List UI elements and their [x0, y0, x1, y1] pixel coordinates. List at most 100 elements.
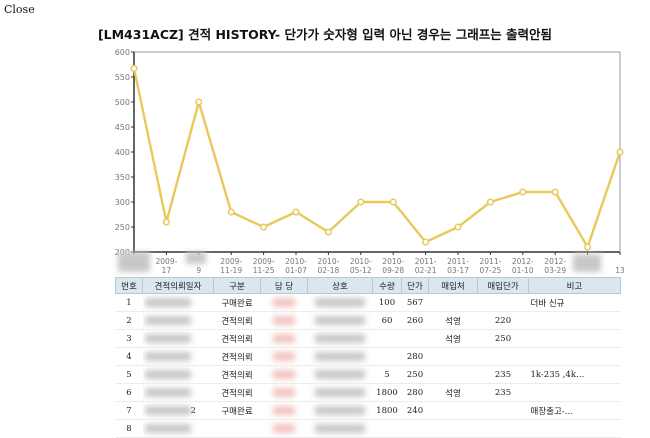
x-tick-label: 13: [615, 266, 625, 275]
history-line-chart: 6005505004504003503002502002009-1792009-…: [115, 48, 625, 275]
redacted-text: [273, 405, 295, 415]
x-tick-label: 02-21: [415, 266, 437, 275]
blurred-xlabel: [573, 254, 601, 272]
data-point: [130, 64, 138, 73]
data-point: [195, 98, 203, 106]
x-tick-label: 2010-: [350, 257, 372, 266]
blurred-xlabel: [118, 252, 150, 272]
data-point: [551, 188, 559, 196]
data-point: [162, 218, 170, 226]
data-point: [227, 208, 235, 216]
table-cell: 567: [401, 293, 429, 312]
table-cell: [528, 347, 621, 366]
data-point: [357, 198, 365, 206]
table-cell: [142, 293, 214, 312]
redacted-text: [144, 351, 191, 361]
x-tick-label: 2009-: [220, 257, 242, 266]
table-cell: 석영: [428, 329, 478, 348]
table-cell: 더바 신규: [528, 293, 621, 312]
blurred-xlabel: [186, 252, 206, 264]
table-cell: 6: [115, 383, 143, 402]
table-cell: 100: [372, 293, 402, 312]
y-tick-label: 400: [115, 148, 130, 157]
close-link[interactable]: Close: [4, 3, 35, 16]
data-point: [389, 198, 397, 206]
redacted-text: [144, 333, 191, 343]
y-tick-label: 350: [115, 173, 130, 182]
table-cell: 250: [401, 365, 429, 384]
redacted-text: [315, 333, 365, 343]
table-cell: 235: [477, 365, 529, 384]
table-cell: [260, 383, 308, 402]
table-cell: 1: [115, 293, 143, 312]
chart-title: [LM431ACZ] 견적 HISTORY- 단가가 숫자형 입력 아닌 경우는…: [97, 27, 553, 42]
x-tick-label: 2011-: [447, 257, 469, 266]
redacted-text: [144, 297, 191, 307]
table-row[interactable]: 4 견적의뢰 280: [115, 347, 621, 366]
table-cell: 견적의뢰: [213, 383, 261, 402]
data-point: [486, 198, 494, 206]
table-cell: [260, 365, 308, 384]
column-header: 상호: [307, 277, 373, 294]
data-point: [422, 238, 430, 246]
x-tick-label: 2010-: [318, 257, 340, 266]
table-row[interactable]: 3 견적의뢰 석영 250: [115, 329, 621, 348]
data-point: [292, 208, 300, 216]
table-cell: [307, 293, 373, 312]
x-tick-label: 09-28: [382, 266, 404, 275]
x-tick-label: 01-07: [285, 266, 307, 275]
table-cell: 280: [401, 383, 429, 402]
table-cell: [428, 347, 478, 366]
table-cell: 240: [401, 401, 429, 420]
x-tick-label: 11-19: [220, 266, 242, 275]
table-cell: [372, 329, 402, 348]
data-point: [260, 223, 268, 231]
table-cell: 4: [115, 347, 143, 366]
column-header: 매입단가: [477, 277, 529, 294]
column-header: 담 당: [260, 277, 308, 294]
table-row[interactable]: 7 2 구매완료 1800 240 매장출고-…: [115, 401, 621, 420]
y-tick-label: 550: [115, 73, 130, 82]
table-row[interactable]: 1 구매완료 100 567 더바 신규: [115, 293, 621, 312]
table-cell: 280: [401, 347, 429, 366]
table-cell: [142, 311, 214, 330]
table-cell: 250: [477, 329, 529, 348]
redacted-text: [273, 369, 295, 379]
table-cell: [528, 311, 621, 330]
column-header: 단가: [401, 277, 429, 294]
table-cell: [142, 329, 214, 348]
table-row[interactable]: 5 견적의뢰 5 250 235 1k-235 ,4k…: [115, 365, 621, 384]
history-table: 번호 견적의뢰일자 구분 담 당 상호 수량 단가 매입처 매입단가 비고 1 구…: [115, 277, 621, 438]
table-cell: [428, 401, 478, 420]
x-tick-label: 2010-: [285, 257, 307, 266]
x-tick-label: 2011-: [415, 257, 437, 266]
redacted-text: [315, 297, 365, 307]
table-cell: 7: [115, 401, 143, 420]
table-cell: [142, 383, 214, 402]
table-cell: [528, 329, 621, 348]
y-tick-label: 450: [115, 123, 130, 132]
table-cell: 석영: [428, 311, 478, 330]
table-cell: [307, 329, 373, 348]
redacted-text: [144, 387, 191, 397]
table-cell: 2: [115, 311, 143, 330]
redacted-text: [273, 315, 295, 325]
data-point: [454, 223, 462, 231]
table-cell: [307, 383, 373, 402]
redacted-text: [144, 315, 191, 325]
redacted-text: [315, 315, 365, 325]
x-tick-label: 2010-: [382, 257, 404, 266]
table-cell: [307, 365, 373, 384]
redacted-text: [144, 405, 191, 415]
table-cell: 1800: [372, 383, 402, 402]
table-cell: [477, 401, 529, 420]
table-row[interactable]: 6 견적의뢰 1800 280 석영 235: [115, 383, 621, 402]
x-tick-label: 2009-: [156, 257, 178, 266]
x-tick-label: 02-18: [318, 266, 340, 275]
table-cell: [142, 347, 214, 366]
table-cell: [260, 329, 308, 348]
table-cell: [260, 311, 308, 330]
redacted-text: [315, 369, 365, 379]
table-row[interactable]: 2 견적의뢰 60 260 석영 220: [115, 311, 621, 330]
table-cell: [307, 401, 373, 420]
